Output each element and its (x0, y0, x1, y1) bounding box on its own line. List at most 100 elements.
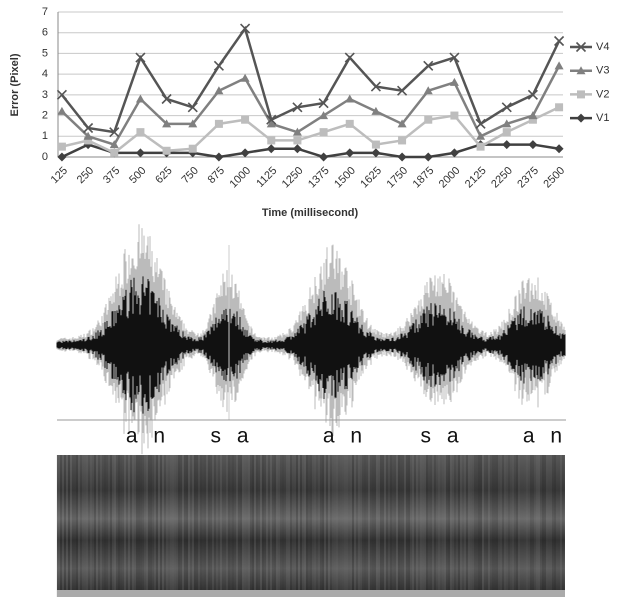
marker (576, 113, 586, 123)
marker (292, 102, 303, 113)
y-tick-label: 2 (42, 109, 48, 121)
marker (528, 111, 538, 120)
x-tick-label: 750 (179, 165, 200, 186)
marker (554, 61, 564, 70)
phoneme-label: a n (323, 425, 367, 448)
marker (576, 66, 586, 75)
marker (527, 89, 538, 100)
x-tick-label: 2375 (515, 165, 541, 191)
marker (214, 86, 224, 95)
marker (57, 106, 67, 115)
spectrogram (57, 455, 565, 597)
x-tick-label: 1750 (384, 165, 410, 191)
y-tick-label: 0 (42, 151, 48, 163)
marker (555, 103, 564, 112)
marker (449, 52, 460, 63)
marker (575, 41, 587, 53)
marker (577, 90, 585, 99)
x-tick-label: 125 (49, 165, 70, 186)
x-tick-label: 1375 (306, 165, 332, 191)
marker (292, 144, 302, 154)
marker (161, 93, 172, 105)
marker (398, 136, 407, 145)
marker (266, 144, 276, 154)
marker (345, 119, 354, 128)
marker (110, 148, 119, 157)
y-tick-label: 7 (42, 6, 48, 18)
marker (319, 128, 328, 137)
marker (213, 60, 224, 71)
x-tick-label: 250 (75, 165, 96, 186)
marker (214, 152, 224, 162)
marker (501, 102, 512, 113)
marker (423, 60, 434, 71)
marker (187, 102, 198, 113)
marker (267, 136, 276, 145)
marker (162, 119, 172, 128)
phoneme-label: a n (126, 425, 170, 448)
marker (319, 152, 329, 162)
x-tick-label: 875 (206, 165, 227, 186)
marker (554, 35, 565, 47)
marker (554, 144, 564, 154)
marker (449, 148, 459, 158)
series-line (61, 106, 560, 155)
series (57, 103, 564, 157)
marker (162, 146, 171, 155)
y-tick-label: 4 (42, 68, 48, 80)
phoneme-label: a n (523, 425, 567, 448)
legend-label: V4 (596, 41, 609, 53)
marker (345, 148, 355, 158)
marker (528, 140, 538, 150)
marker (293, 136, 302, 145)
marker (502, 119, 512, 128)
x-tick-label: 625 (153, 165, 174, 186)
marker (344, 52, 355, 63)
marker (423, 86, 433, 95)
x-tick-label: 500 (127, 165, 148, 186)
x-axis-title: Time (millisecond) (262, 207, 359, 219)
marker (109, 140, 119, 149)
phoneme-label: s a (420, 425, 463, 448)
marker (397, 119, 407, 128)
x-tick-label: 375 (101, 165, 122, 186)
marker (136, 128, 145, 137)
marker (83, 131, 93, 140)
marker (57, 152, 67, 162)
marker (84, 136, 93, 145)
marker (83, 122, 94, 134)
marker (241, 115, 250, 124)
marker (423, 152, 433, 162)
y-tick-label: 3 (42, 89, 48, 101)
y-tick-label: 6 (42, 27, 48, 39)
x-tick-label: 2000 (437, 165, 463, 191)
marker (188, 119, 198, 128)
marker (240, 148, 250, 158)
marker (449, 77, 459, 86)
marker (318, 98, 329, 109)
x-tick-label: 2500 (541, 165, 567, 191)
marker (135, 52, 146, 63)
y-tick-label: 1 (42, 130, 48, 142)
phoneme-label: s a (210, 425, 253, 448)
marker (214, 119, 223, 128)
legend-label: V3 (596, 65, 609, 77)
marker (135, 94, 145, 103)
marker (188, 144, 197, 153)
spec-base (57, 590, 565, 597)
marker (476, 142, 485, 151)
x-tick-label: 1000 (227, 165, 253, 191)
x-tick-label: 2250 (489, 165, 515, 191)
marker (370, 81, 381, 92)
marker (109, 127, 120, 138)
series (56, 23, 565, 138)
y-tick-label: 5 (42, 47, 48, 59)
marker (292, 127, 302, 136)
series-line (60, 25, 561, 134)
waveform (56, 224, 566, 455)
x-tick-label: 2125 (463, 165, 489, 191)
x-tick-label: 1875 (411, 165, 437, 191)
legend-label: V1 (596, 112, 609, 124)
marker (266, 114, 277, 125)
